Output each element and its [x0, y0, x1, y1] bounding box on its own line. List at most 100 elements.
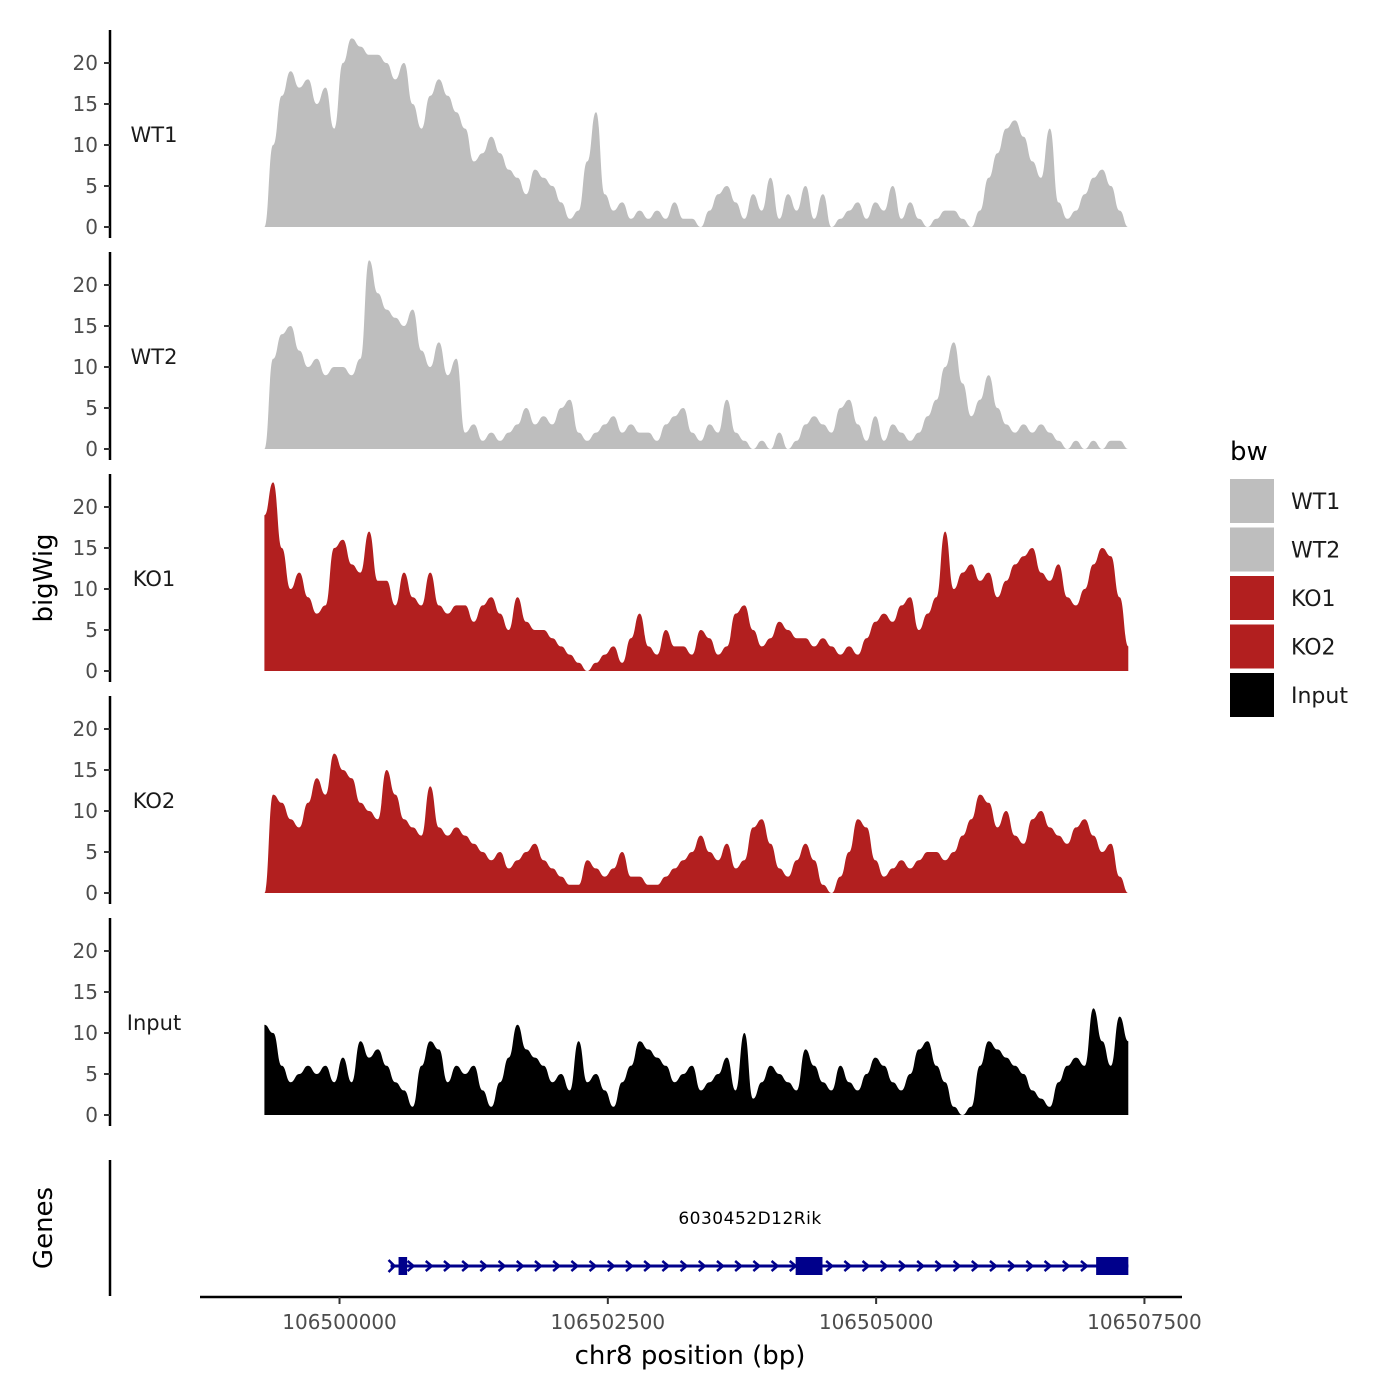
y-tick-label: 0	[85, 215, 98, 239]
strand-arrow	[1061, 1260, 1071, 1272]
strand-arrow	[588, 1260, 598, 1272]
legend-key-wt2	[1230, 527, 1274, 572]
strand-arrow	[916, 1260, 926, 1272]
strand-arrow	[770, 1260, 780, 1272]
y-axis-title: bigWig	[29, 533, 59, 622]
track-label: WT2	[131, 345, 178, 369]
y-tick-label: 5	[85, 174, 98, 198]
y-tick-label: 20	[73, 273, 98, 297]
track-wt2: 0 5 10 15 20 WT2	[73, 252, 1129, 461]
track-label: KO1	[133, 567, 176, 591]
track-label: KO2	[133, 789, 176, 813]
strand-arrow	[661, 1260, 671, 1272]
y-tick-label: 15	[73, 536, 98, 560]
strand-arrow	[479, 1260, 489, 1272]
strand-arrow	[461, 1260, 471, 1272]
x-tick-label: 106507500	[1087, 1310, 1202, 1334]
track-input: 0 5 10 15 20 Input	[73, 918, 1129, 1127]
legend: bw WT1 WT2 KO1 KO2 Input	[1230, 437, 1348, 717]
strand-arrow	[497, 1260, 507, 1272]
strand-arrow	[515, 1260, 525, 1272]
strand-arrow	[443, 1260, 452, 1272]
strand-arrow	[734, 1260, 744, 1272]
y-tick-label: 5	[85, 618, 98, 642]
gene-exon	[1096, 1257, 1129, 1275]
strand-arrow	[752, 1260, 762, 1272]
y-tick-label: 15	[73, 314, 98, 338]
x-tick-label: 106502500	[551, 1310, 666, 1334]
strand-arrow	[1080, 1260, 1089, 1272]
x-tick-label: 106505000	[819, 1310, 934, 1334]
y-tick-label: 15	[73, 92, 98, 116]
genes-panel: 6030452D12Rik	[108, 1160, 1129, 1296]
y-tick-label: 0	[85, 437, 98, 461]
y-tick-label: 0	[85, 1103, 98, 1127]
strand-arrow	[534, 1260, 543, 1272]
strand-arrow	[1007, 1260, 1017, 1272]
strand-arrow	[898, 1260, 907, 1272]
y-tick-label: 20	[73, 939, 98, 963]
signal-area-ko2	[264, 753, 1129, 893]
track-label: WT1	[131, 123, 178, 147]
y-tick-label: 10	[73, 133, 98, 157]
genes-axis-title: Genes	[29, 1187, 59, 1269]
y-tick-label: 10	[73, 355, 98, 379]
y-tick-label: 5	[85, 396, 98, 420]
signal-panels: 0 5 10 15 20 WT1 0 5 10 15 20 WT2 0 5 10 15 20 KO1 0 5 10 15 2…	[73, 30, 1129, 1127]
strand-arrow	[424, 1260, 434, 1272]
strand-arrow	[970, 1260, 980, 1272]
gene-exon	[795, 1257, 823, 1275]
y-tick-label: 0	[85, 659, 98, 683]
strand-arrow	[625, 1260, 634, 1272]
strand-arrow	[406, 1260, 416, 1272]
x-axis: 106500000 106502500 106505000 106507500	[200, 1295, 1202, 1334]
legend-label-input: Input	[1291, 684, 1348, 709]
legend-title: bw	[1230, 437, 1268, 467]
legend-label-ko2: KO2	[1291, 636, 1336, 661]
strand-arrow	[387, 1259, 397, 1273]
legend-key-input	[1230, 673, 1274, 717]
track-ko1: 0 5 10 15 20 KO1	[73, 474, 1129, 683]
legend-label-wt2: WT2	[1291, 539, 1340, 564]
strand-arrow	[1025, 1260, 1035, 1272]
signal-area-input	[264, 1008, 1129, 1115]
legend-label-ko1: KO1	[1291, 587, 1336, 612]
y-tick-label: 20	[73, 717, 98, 741]
track-ko2: 0 5 10 15 20 KO2	[73, 696, 1129, 905]
strand-arrow	[1043, 1260, 1053, 1272]
strand-arrow	[825, 1260, 835, 1272]
signal-area-ko1	[264, 482, 1129, 671]
legend-label-wt1: WT1	[1291, 490, 1340, 515]
gene-name-label: 6030452D12Rik	[678, 1209, 821, 1229]
strand-arrow	[879, 1260, 889, 1272]
y-tick-label: 0	[85, 881, 98, 905]
x-tick-label: 106500000	[282, 1310, 397, 1334]
legend-key-ko1	[1230, 576, 1274, 620]
strand-arrow	[697, 1260, 707, 1272]
strand-arrow	[989, 1260, 998, 1272]
strand-arrow	[552, 1260, 562, 1272]
y-tick-label: 5	[85, 840, 98, 864]
signal-area-wt2	[264, 260, 1129, 449]
signal-area-wt1	[264, 38, 1129, 228]
track-wt1: 0 5 10 15 20 WT1	[73, 30, 1129, 239]
y-tick-label: 15	[73, 980, 98, 1004]
strand-arrow	[952, 1260, 962, 1272]
y-tick-label: 20	[73, 495, 98, 519]
strand-arrow	[679, 1260, 689, 1272]
strand-arrow	[606, 1260, 616, 1272]
y-tick-label: 10	[73, 799, 98, 823]
y-tick-label: 5	[85, 1062, 98, 1086]
strand-arrow	[843, 1260, 853, 1272]
strand-arrow	[716, 1260, 725, 1272]
y-tick-label: 20	[73, 51, 98, 75]
strand-arrow	[570, 1260, 580, 1272]
y-tick-label: 10	[73, 577, 98, 601]
strand-arrow	[861, 1260, 871, 1272]
y-tick-label: 10	[73, 1021, 98, 1045]
strand-arrow	[934, 1260, 944, 1272]
legend-key-wt1	[1230, 479, 1274, 523]
legend-key-ko2	[1230, 624, 1274, 669]
y-tick-label: 15	[73, 758, 98, 782]
